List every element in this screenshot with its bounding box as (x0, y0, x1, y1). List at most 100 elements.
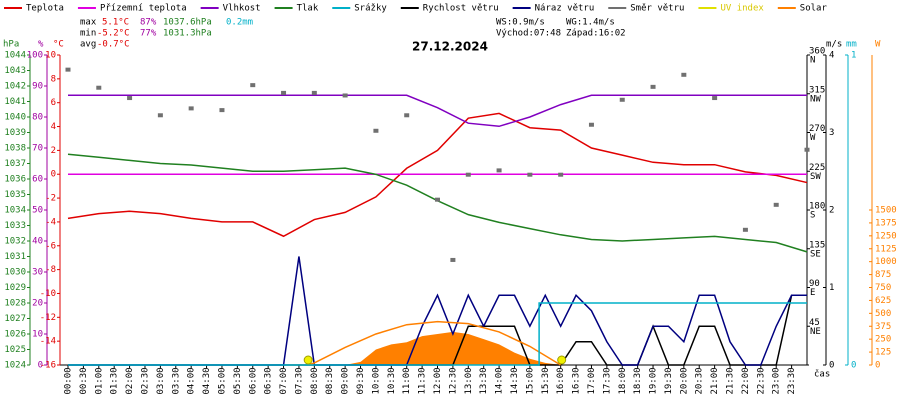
x-tick-label: 18:30 (633, 367, 643, 394)
axis-unit: hPa (3, 40, 19, 50)
y-tick-label: 1030 (4, 268, 26, 278)
y-tick-label: 1000 (875, 257, 897, 267)
sun-marker (557, 355, 567, 365)
y-tick-label: 2 (829, 206, 834, 216)
direction-point (404, 113, 410, 118)
legend-label: Teplota (26, 4, 64, 14)
x-tick-label: 17:30 (602, 367, 612, 394)
wind-stat: WS:0.9m/s (496, 18, 545, 28)
x-tick-label: 08:30 (325, 367, 335, 394)
y-tick-label: -4 (45, 217, 56, 227)
axis-unit: m/s (826, 40, 842, 50)
x-tick-label: 17:00 (587, 367, 597, 394)
y-tick-label: W (810, 133, 816, 143)
legend-label: Směr větru (630, 4, 684, 14)
y-tick-label: -16 (40, 361, 56, 371)
y-tick-label: 1035 (4, 190, 26, 200)
legend-label: UV index (720, 4, 764, 14)
stat: 0.2mm (226, 18, 253, 28)
x-tick-label: 20:00 (679, 367, 689, 394)
y-tick-label: 1032 (4, 237, 26, 247)
y-tick-label: 1024 (4, 361, 26, 371)
y-tick-label: 1037 (4, 159, 26, 169)
y-tick-label: 875 (875, 270, 891, 280)
direction-point (96, 85, 102, 90)
x-tick-label: 20:30 (695, 367, 705, 394)
y-tick-label: -2 (45, 194, 56, 204)
x-tick-label: 23:00 (772, 367, 782, 394)
y-tick-label: 80 (32, 113, 43, 123)
x-tick-label: 21:30 (726, 367, 736, 394)
y-tick-label: 0 (829, 361, 834, 371)
y-tick-label: 4 (829, 51, 834, 61)
direction-point (157, 113, 163, 118)
direction-point (712, 96, 718, 101)
y-tick-label: 1044 (4, 51, 26, 61)
wind-stat: WG:1.4m/s (566, 18, 615, 28)
direction-point (281, 90, 287, 95)
y-tick-label: 90 (32, 82, 43, 92)
stat-label: avg (80, 40, 96, 50)
y-tick-label: -8 (45, 265, 56, 275)
x-tick-label: 21:00 (710, 367, 720, 394)
sunrise-label: Východ:07:48 (496, 29, 561, 39)
y-tick-label: 60 (32, 175, 43, 185)
y-tick-label: 30 (32, 268, 43, 278)
legend-label: Vlhkost (223, 4, 261, 14)
x-tick-label: 11:00 (402, 367, 412, 394)
y-tick-label: 1025 (4, 345, 26, 355)
y-tick-label: 180 (809, 202, 825, 212)
x-tick-label: 19:30 (664, 367, 674, 394)
stat: 5.1°C (102, 18, 129, 28)
legend-label: Náraz větru (535, 4, 595, 14)
y-tick-label: 125 (875, 348, 891, 358)
stat-label: max (80, 18, 97, 28)
direction-point (681, 72, 687, 77)
y-tick-label: 0 (875, 361, 880, 371)
y-tick-label: 3 (829, 128, 834, 138)
direction-point (219, 108, 225, 113)
direction-point (804, 147, 810, 152)
x-tick-label: 05:30 (233, 367, 243, 394)
y-tick-label: 225 (809, 163, 825, 173)
x-tick-label: 06:00 (248, 367, 258, 394)
direction-point (65, 67, 71, 72)
y-tick-label: -14 (40, 337, 56, 347)
y-tick-label: 2 (51, 146, 56, 156)
direction-point (496, 168, 502, 173)
x-axis-label: čas (814, 369, 830, 380)
y-tick-label: SW (810, 172, 821, 182)
x-tick-label: 04:30 (202, 367, 212, 394)
series-line (67, 112, 808, 238)
y-tick-label: SE (810, 249, 821, 259)
direction-point (773, 202, 779, 207)
y-tick-label: 1038 (4, 144, 26, 154)
x-tick-label: 15:30 (541, 367, 551, 394)
y-tick-label: 750 (875, 283, 891, 293)
y-tick-label: 0 (38, 361, 43, 371)
x-tick-label: 22:00 (741, 367, 751, 394)
x-tick-label: 14:30 (510, 367, 520, 394)
x-tick-label: 23:30 (787, 367, 797, 394)
direction-point (311, 90, 317, 95)
stat: 1031.3hPa (163, 29, 212, 39)
y-tick-label: 270 (809, 124, 825, 134)
x-tick-label: 02:30 (140, 367, 150, 394)
x-tick-label: 19:00 (649, 367, 659, 394)
legend-label: Tlak (297, 4, 319, 14)
y-tick-label: 1036 (4, 175, 26, 185)
direction-point (558, 172, 564, 177)
y-tick-label: 1 (829, 283, 834, 293)
y-tick-label: 1 (851, 51, 856, 61)
y-tick-label: 100 (27, 51, 43, 61)
direction-point (742, 227, 748, 232)
x-tick-label: 00:30 (79, 367, 89, 394)
y-tick-label: 90 (809, 279, 820, 289)
legend-label: Rychlost větru (423, 4, 499, 14)
series-line (68, 94, 807, 128)
y-tick-label: 375 (875, 322, 891, 332)
series-step (68, 302, 807, 366)
series-line (307, 320, 562, 366)
x-tick-label: 01:00 (94, 367, 104, 394)
y-tick-label: 0 (51, 170, 56, 180)
